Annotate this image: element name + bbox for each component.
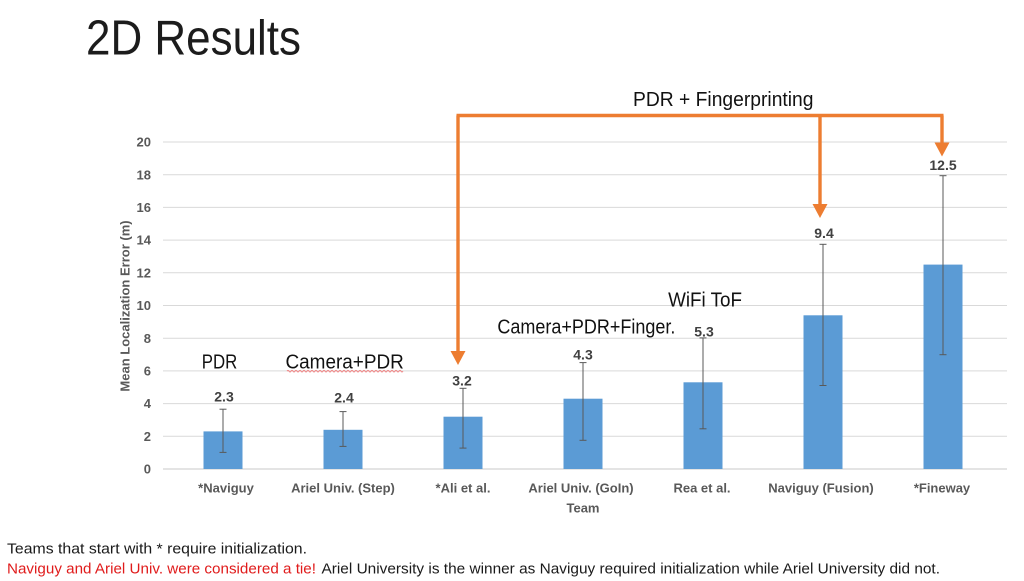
svg-text:Teams that start with * requir: Teams that start with * require initiali… bbox=[7, 541, 307, 558]
svg-text:9.4: 9.4 bbox=[814, 225, 834, 241]
svg-text:14: 14 bbox=[137, 233, 152, 248]
svg-text:12.5: 12.5 bbox=[929, 157, 956, 173]
svg-text:4: 4 bbox=[144, 396, 152, 411]
svg-text:8: 8 bbox=[144, 331, 151, 346]
svg-text:Camera+PDR+Finger.: Camera+PDR+Finger. bbox=[497, 317, 675, 339]
svg-text:Rea et al.: Rea et al. bbox=[673, 481, 730, 496]
svg-text:Ariel Univ. (Step): Ariel Univ. (Step) bbox=[291, 481, 395, 496]
svg-text:12: 12 bbox=[137, 265, 151, 280]
svg-text:Ariel University is the winner: Ariel University is the winner as Navigu… bbox=[322, 561, 941, 578]
svg-text:2.3: 2.3 bbox=[214, 389, 234, 405]
svg-text:2: 2 bbox=[144, 429, 151, 444]
svg-text:10: 10 bbox=[137, 298, 151, 313]
svg-text:5.3: 5.3 bbox=[694, 324, 714, 340]
svg-text:4.3: 4.3 bbox=[573, 347, 593, 363]
svg-text:Mean Localization Error (m): Mean Localization Error (m) bbox=[118, 220, 133, 391]
svg-text:Team: Team bbox=[567, 501, 600, 516]
svg-text:PDR: PDR bbox=[202, 351, 238, 373]
svg-text:2.4: 2.4 bbox=[334, 390, 354, 406]
svg-text:Camera+PDR: Camera+PDR bbox=[286, 351, 404, 373]
svg-text:2D Results: 2D Results bbox=[86, 12, 301, 66]
svg-text:WiFi ToF: WiFi ToF bbox=[668, 289, 742, 311]
svg-text:0: 0 bbox=[144, 462, 151, 477]
svg-text:PDR + Fingerprinting: PDR + Fingerprinting bbox=[633, 89, 814, 111]
svg-text:20: 20 bbox=[137, 135, 151, 150]
svg-text:*Fineway: *Fineway bbox=[914, 481, 971, 496]
svg-text:*Ali et al.: *Ali et al. bbox=[436, 481, 491, 496]
svg-text:6: 6 bbox=[144, 364, 151, 379]
svg-text:Naviguy (Fusion): Naviguy (Fusion) bbox=[768, 481, 873, 496]
svg-text:16: 16 bbox=[137, 200, 151, 215]
svg-text:Naviguy and Ariel Univ. were c: Naviguy and Ariel Univ. were considered … bbox=[7, 561, 316, 578]
svg-text:Ariel Univ. (GoIn): Ariel Univ. (GoIn) bbox=[528, 481, 633, 496]
svg-text:3.2: 3.2 bbox=[452, 373, 472, 389]
svg-text:18: 18 bbox=[137, 167, 151, 182]
svg-text:*Naviguy: *Naviguy bbox=[198, 481, 254, 496]
